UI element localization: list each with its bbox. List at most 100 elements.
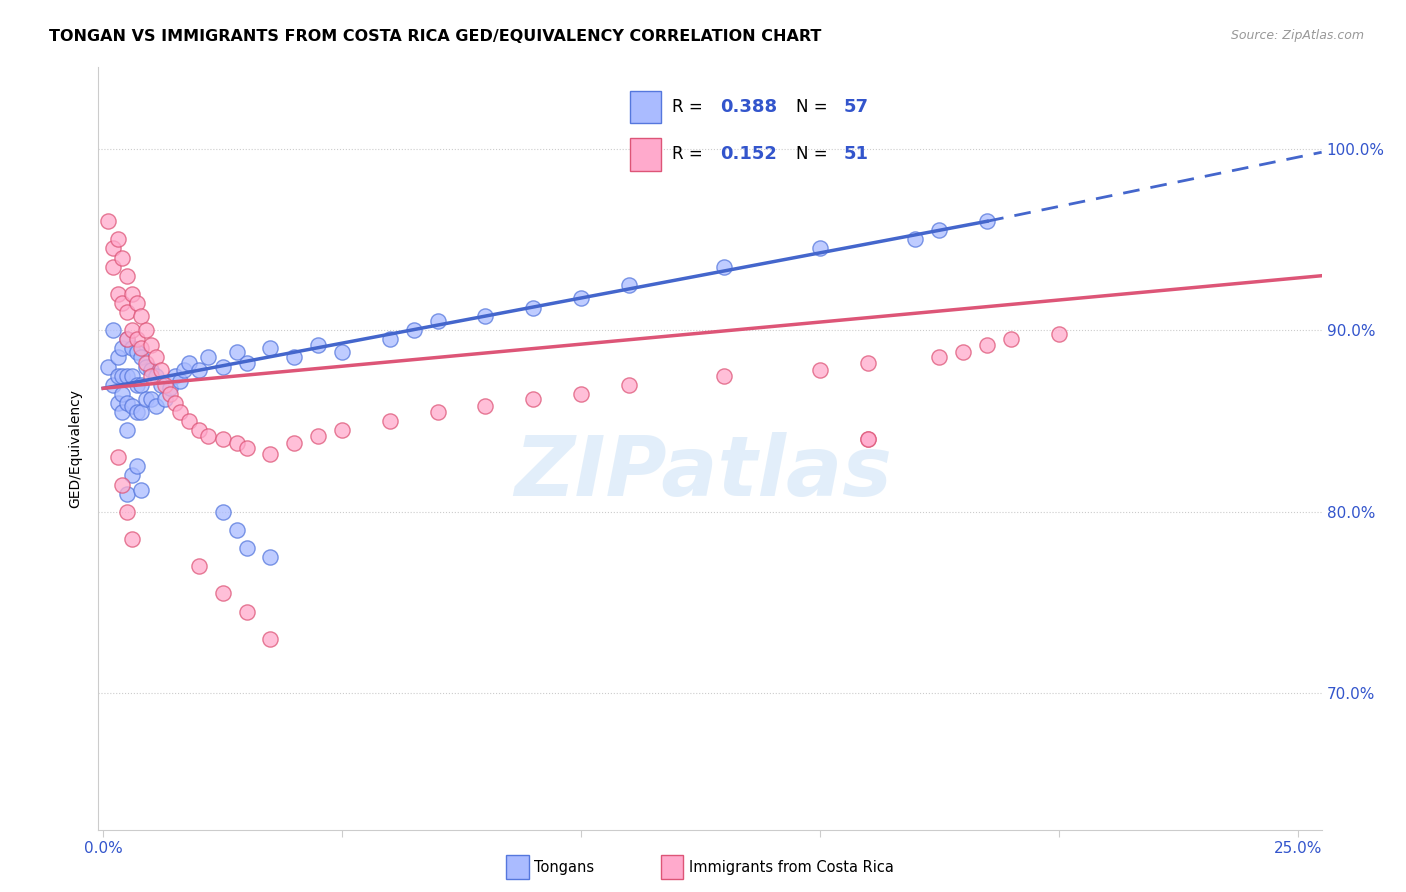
Point xyxy=(1047,326,1070,341)
Text: 0.388: 0.388 xyxy=(720,98,778,116)
Point xyxy=(149,363,172,377)
Point xyxy=(426,405,449,419)
Point xyxy=(307,337,329,351)
Point xyxy=(713,368,735,383)
Point xyxy=(617,377,640,392)
Text: 51: 51 xyxy=(844,145,869,163)
Point xyxy=(976,214,998,228)
Text: R =: R = xyxy=(672,145,709,163)
Point xyxy=(426,314,449,328)
Text: N =: N = xyxy=(796,145,832,163)
Point xyxy=(187,423,209,437)
Point xyxy=(139,368,162,383)
Point xyxy=(235,442,257,455)
Text: R =: R = xyxy=(672,98,709,116)
Point xyxy=(111,342,134,356)
Point xyxy=(121,468,143,483)
Point xyxy=(159,381,181,395)
Point xyxy=(173,363,195,377)
Point xyxy=(155,377,177,392)
Point xyxy=(617,277,640,292)
Point xyxy=(169,405,191,419)
Point xyxy=(145,400,167,414)
Point xyxy=(856,356,879,370)
Point xyxy=(125,459,148,474)
Point xyxy=(952,345,974,359)
Point xyxy=(135,323,157,337)
Point xyxy=(197,351,219,365)
Point xyxy=(522,301,544,316)
Point xyxy=(115,368,138,383)
Point xyxy=(378,414,401,428)
Point xyxy=(111,251,134,265)
Point xyxy=(169,374,191,388)
Point xyxy=(179,414,201,428)
Text: TONGAN VS IMMIGRANTS FROM COSTA RICA GED/EQUIVALENCY CORRELATION CHART: TONGAN VS IMMIGRANTS FROM COSTA RICA GED… xyxy=(49,29,821,44)
Point xyxy=(121,323,143,337)
Text: ZIPatlas: ZIPatlas xyxy=(515,433,891,513)
Text: 0.152: 0.152 xyxy=(720,145,776,163)
Point xyxy=(330,423,353,437)
Text: N =: N = xyxy=(796,98,832,116)
Point xyxy=(139,392,162,407)
Point xyxy=(856,432,879,446)
Point xyxy=(378,332,401,346)
Point xyxy=(101,377,124,392)
Point xyxy=(111,296,134,310)
Point xyxy=(101,323,124,337)
Point xyxy=(197,428,219,442)
Point xyxy=(211,505,233,519)
Text: 57: 57 xyxy=(844,98,869,116)
Point xyxy=(211,432,233,446)
Point xyxy=(226,435,249,450)
Point xyxy=(259,550,281,565)
Point xyxy=(159,386,181,401)
Text: Immigrants from Costa Rica: Immigrants from Costa Rica xyxy=(689,860,894,874)
Point xyxy=(135,392,157,407)
Point xyxy=(115,332,138,346)
Point xyxy=(226,523,249,537)
Point xyxy=(402,323,425,337)
Point xyxy=(211,586,233,600)
Point xyxy=(115,332,138,346)
Point xyxy=(125,345,148,359)
Point xyxy=(115,268,138,283)
Point xyxy=(107,232,129,246)
Point xyxy=(111,368,134,383)
Point xyxy=(101,260,124,274)
Point xyxy=(235,541,257,555)
Point xyxy=(115,423,138,437)
Point xyxy=(125,377,148,392)
Point xyxy=(259,632,281,646)
Point xyxy=(121,400,143,414)
Point xyxy=(125,405,148,419)
Point xyxy=(211,359,233,374)
Point xyxy=(145,368,167,383)
Point xyxy=(131,342,153,356)
Point xyxy=(131,483,153,497)
Point xyxy=(139,363,162,377)
Point xyxy=(283,351,305,365)
Point xyxy=(713,260,735,274)
Point xyxy=(808,242,831,256)
Point xyxy=(569,291,592,305)
Point xyxy=(163,396,186,410)
Text: Source: ZipAtlas.com: Source: ZipAtlas.com xyxy=(1230,29,1364,42)
Point xyxy=(107,450,129,465)
Point xyxy=(187,559,209,574)
Point xyxy=(131,405,153,419)
Point xyxy=(97,214,120,228)
Point xyxy=(235,605,257,619)
Point xyxy=(111,405,134,419)
Text: Tongans: Tongans xyxy=(534,860,595,874)
Point xyxy=(121,532,143,546)
Point xyxy=(125,332,148,346)
Point xyxy=(474,309,496,323)
Point xyxy=(97,359,120,374)
Point xyxy=(107,368,129,383)
Point xyxy=(121,342,143,356)
Point xyxy=(307,428,329,442)
Point xyxy=(107,396,129,410)
Bar xyxy=(630,91,661,123)
Point xyxy=(111,477,134,491)
